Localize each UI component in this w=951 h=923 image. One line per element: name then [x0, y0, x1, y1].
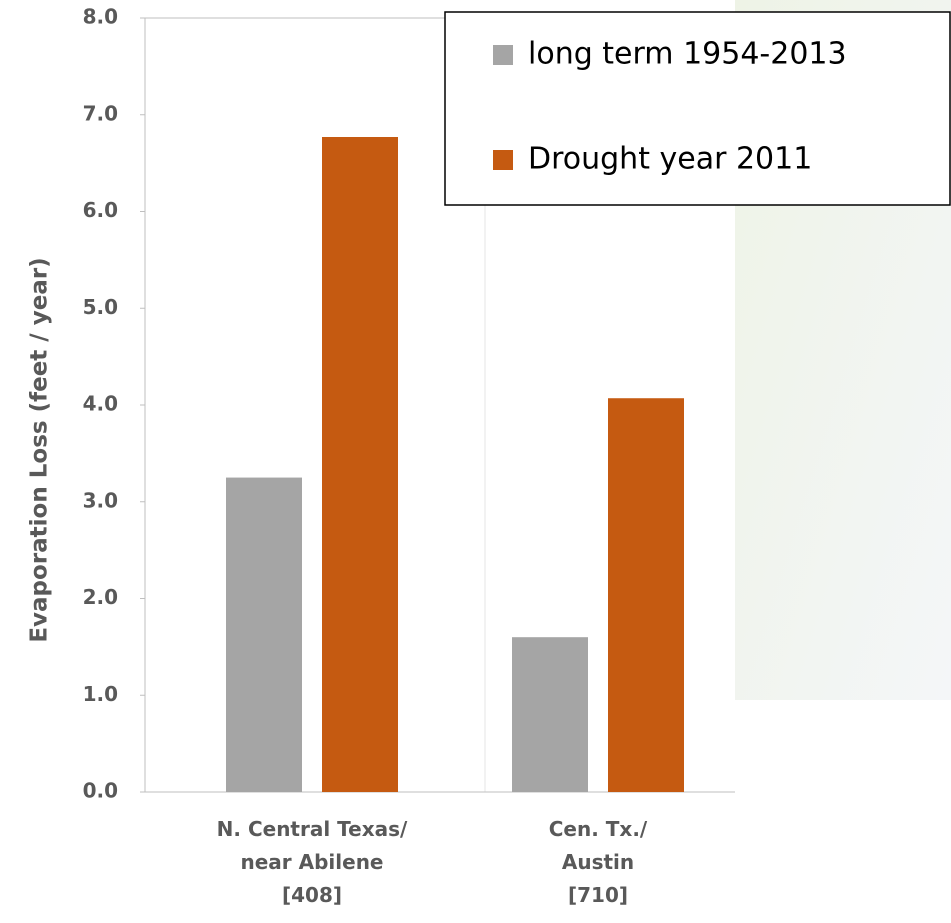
- legend-swatch: [493, 45, 513, 65]
- x-tick-label: N. Central Texas/ near Abilene [408]: [216, 817, 408, 907]
- legend-box: [444, 11, 951, 206]
- y-tick-label: 1.0: [83, 682, 118, 706]
- y-tick-label: 0.0: [83, 779, 118, 803]
- bar: [226, 477, 302, 792]
- legend-label: long term 1954-2013: [528, 37, 847, 72]
- x-tick-label: Cen. Tx./ Austin [710]: [548, 817, 648, 907]
- bar: [322, 137, 398, 792]
- y-tick-label: 5.0: [83, 295, 118, 319]
- bar: [512, 637, 588, 792]
- legend: long term 1954-2013 Drought year 2011: [444, 11, 951, 206]
- y-tick-label: 2.0: [83, 585, 118, 609]
- y-axis-label: Evaporation Loss (feet / year): [27, 257, 53, 642]
- y-tick-label: 7.0: [83, 101, 118, 125]
- legend-label: Drought year 2011: [528, 142, 812, 177]
- bar: [608, 398, 684, 792]
- legend-swatch: [493, 150, 513, 170]
- y-tick-label: 3.0: [83, 488, 118, 512]
- y-tick-label: 6.0: [83, 198, 118, 222]
- y-tick-label: 8.0: [83, 5, 118, 29]
- y-tick-label: 4.0: [83, 392, 118, 416]
